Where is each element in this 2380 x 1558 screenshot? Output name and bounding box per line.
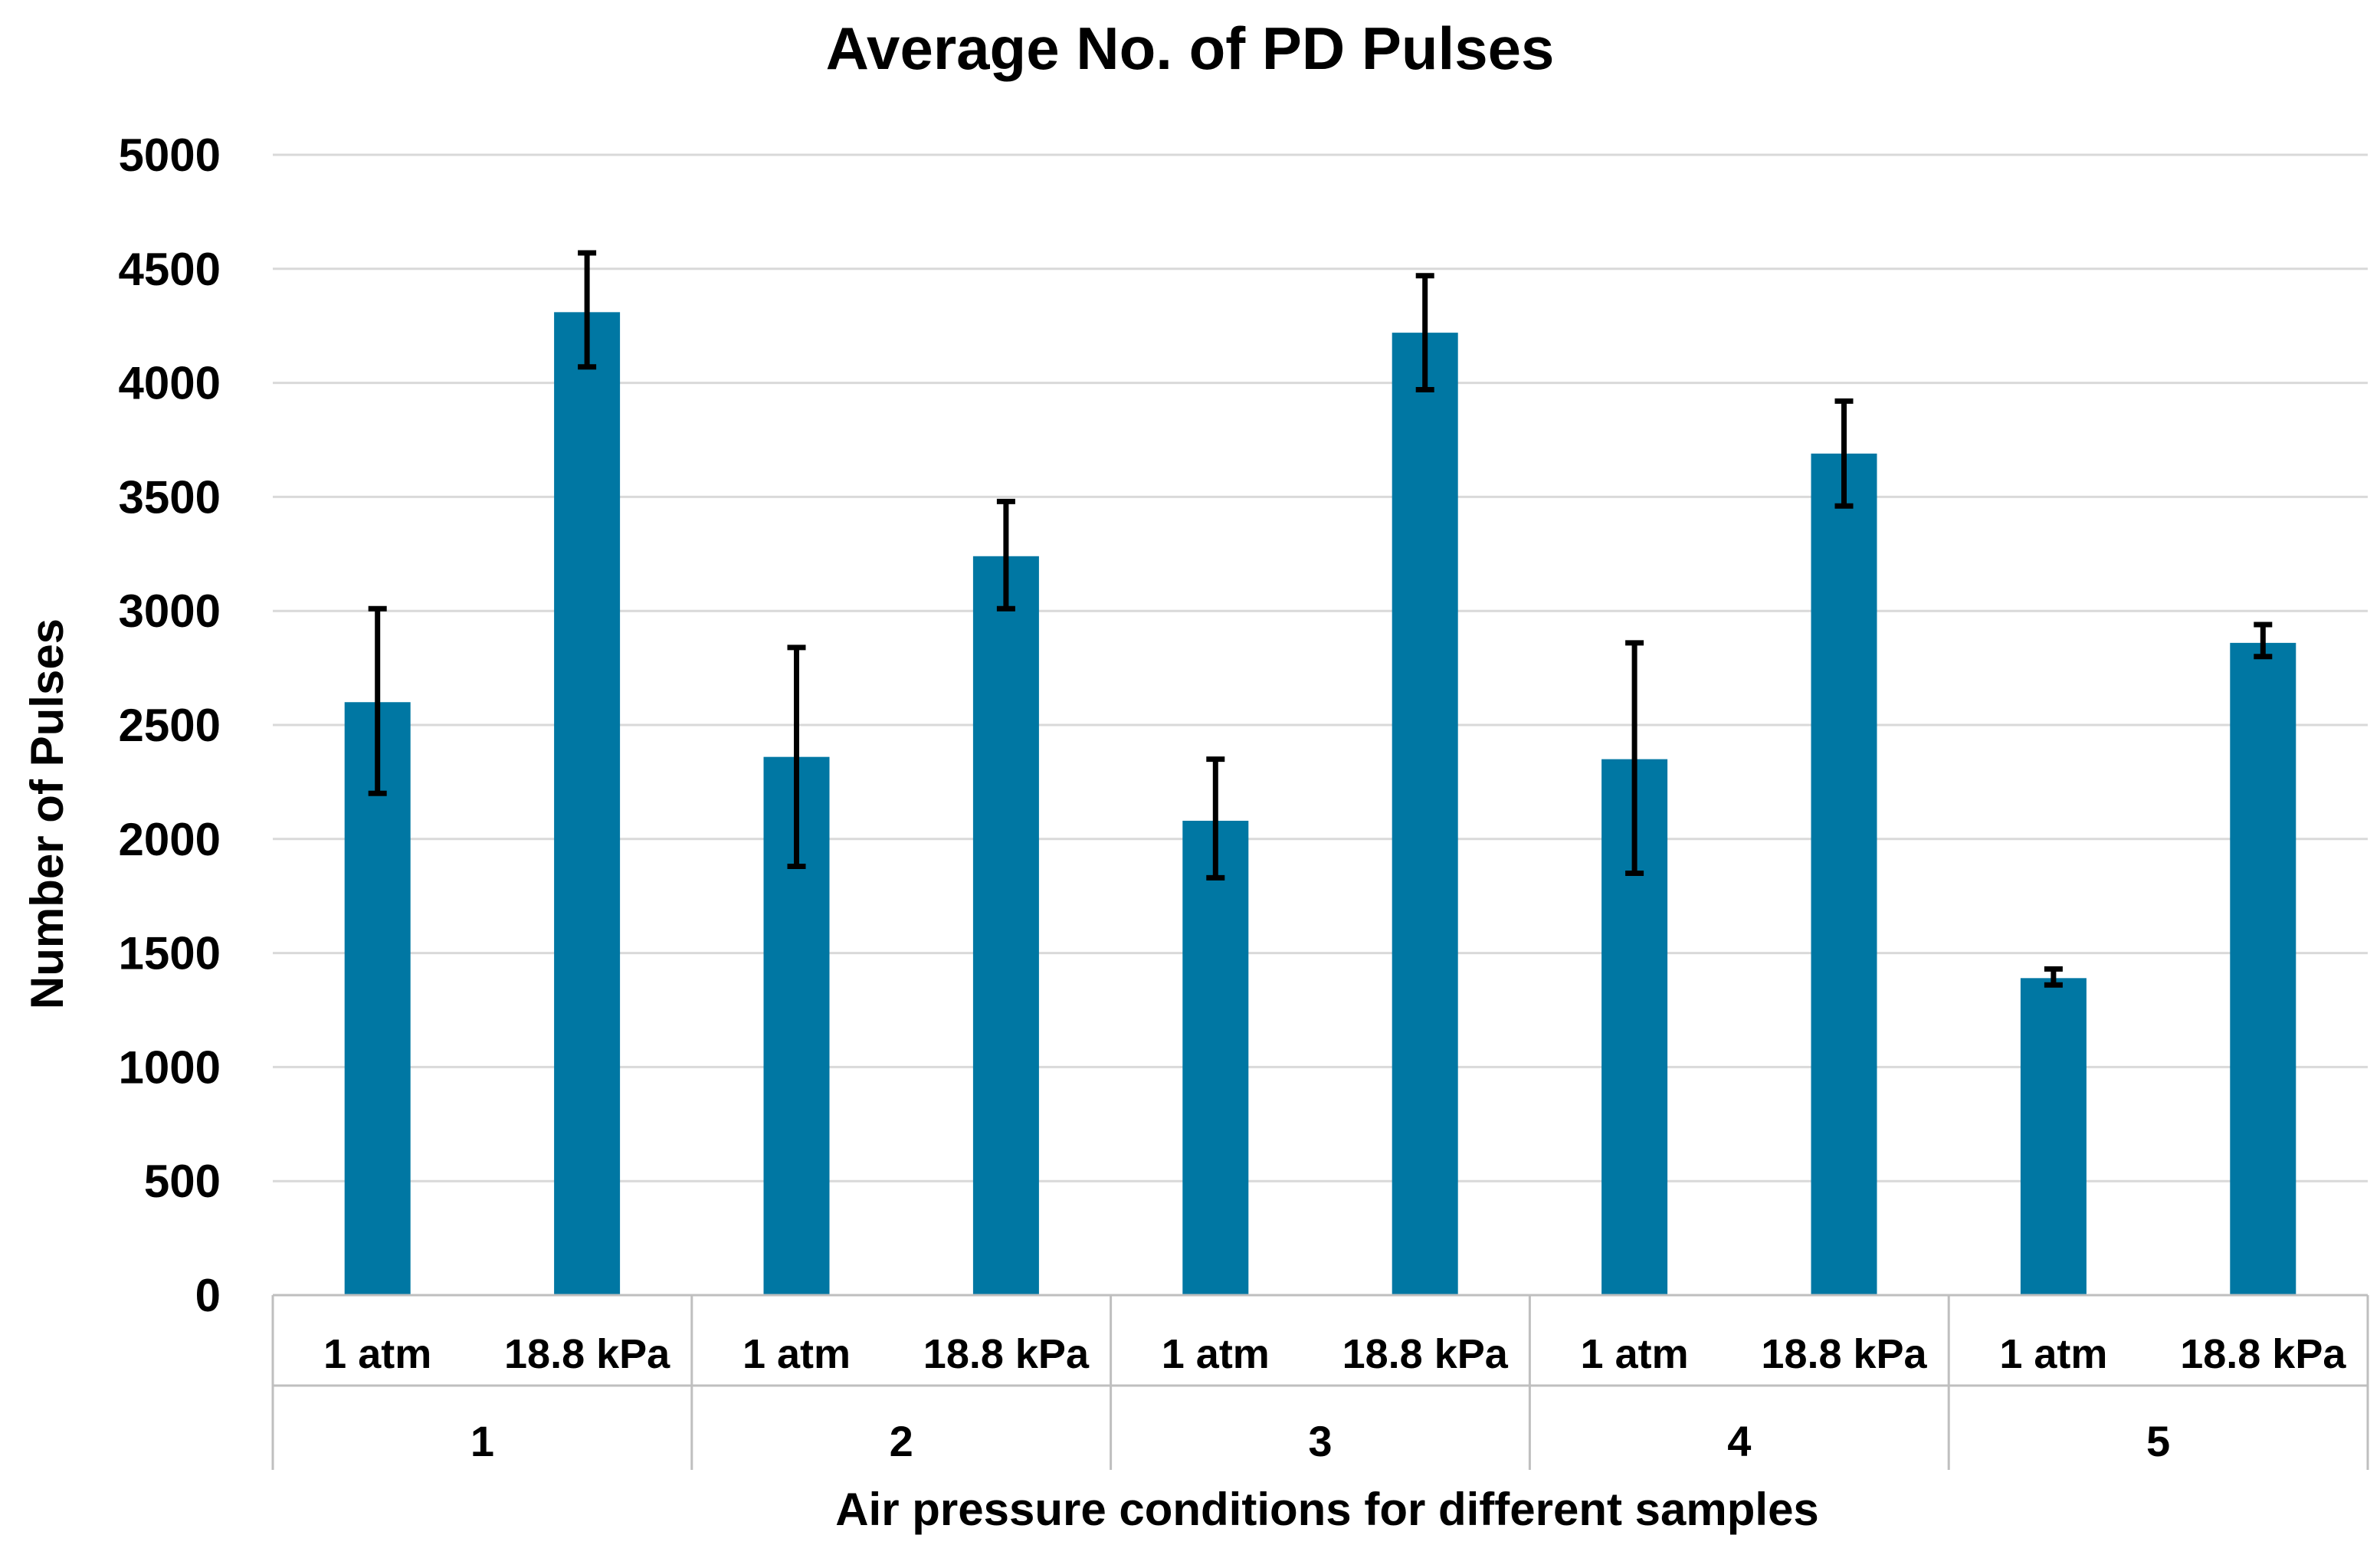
bar	[344, 702, 411, 1295]
error-bar	[2254, 622, 2273, 660]
y-axis-title: Number of Pulses	[21, 618, 73, 1009]
error-bar	[787, 645, 806, 870]
y-tick-label: 0	[195, 1270, 221, 1321]
error-bar	[1415, 273, 1434, 393]
y-tick-label: 3500	[119, 471, 221, 523]
x-category-label: 18.8 kPa	[504, 1331, 670, 1377]
x-group-label: 5	[2146, 1417, 2170, 1465]
bar-series	[344, 312, 2296, 1296]
y-tick-label: 1500	[119, 928, 221, 979]
error-bar	[996, 498, 1015, 612]
bar	[1392, 333, 1458, 1296]
bar	[1182, 820, 1249, 1295]
x-group-label: 3	[1308, 1417, 1332, 1465]
x-group-label: 1	[470, 1417, 494, 1465]
bar	[2020, 978, 2087, 1295]
y-tick-label: 3000	[119, 585, 221, 637]
y-axis-ticks: 0 500 1000 1500 2000 2500 3000 3500 4000 4500 5000	[119, 130, 221, 1321]
y-tick-label: 4500	[119, 244, 221, 295]
error-bar	[2044, 966, 2063, 988]
error-bar	[368, 605, 387, 796]
x-category-label: 1 atm	[323, 1331, 431, 1377]
error-bar	[1625, 640, 1644, 876]
error-bars	[368, 250, 2273, 988]
y-tick-label: 1000	[119, 1041, 221, 1093]
y-tick-label: 5000	[119, 130, 221, 181]
error-bar	[1206, 756, 1225, 881]
error-bar	[578, 250, 597, 370]
x-category-label: 18.8 kPa	[1342, 1331, 1509, 1377]
bar	[2230, 642, 2296, 1295]
chart-title: Average No. of PD Pulses	[826, 15, 1555, 82]
x-category-label: 1 atm	[1999, 1331, 2107, 1377]
x-group-label: 4	[1727, 1417, 1751, 1465]
x-category-label: 1 atm	[743, 1331, 851, 1377]
y-tick-label: 2000	[119, 814, 221, 865]
y-tick-label: 4000	[119, 358, 221, 409]
y-tick-label: 2500	[119, 700, 221, 751]
x-category-label: 18.8 kPa	[923, 1331, 1090, 1377]
x-category-label: 18.8 kPa	[2180, 1331, 2346, 1377]
bar	[972, 556, 1039, 1295]
x-axis-title: Air pressure conditions for different sa…	[835, 1484, 1819, 1535]
y-tick-label: 500	[144, 1156, 221, 1207]
error-bar	[1834, 398, 1854, 509]
bar	[554, 312, 621, 1295]
x-category-label: 18.8 kPa	[1761, 1331, 1927, 1377]
gridlines	[273, 153, 2368, 1182]
bar	[1811, 453, 1877, 1296]
x-category-label: 1 atm	[1162, 1331, 1270, 1377]
x-group-label: 2	[890, 1417, 913, 1465]
x-category-label: 1 atm	[1581, 1331, 1689, 1377]
